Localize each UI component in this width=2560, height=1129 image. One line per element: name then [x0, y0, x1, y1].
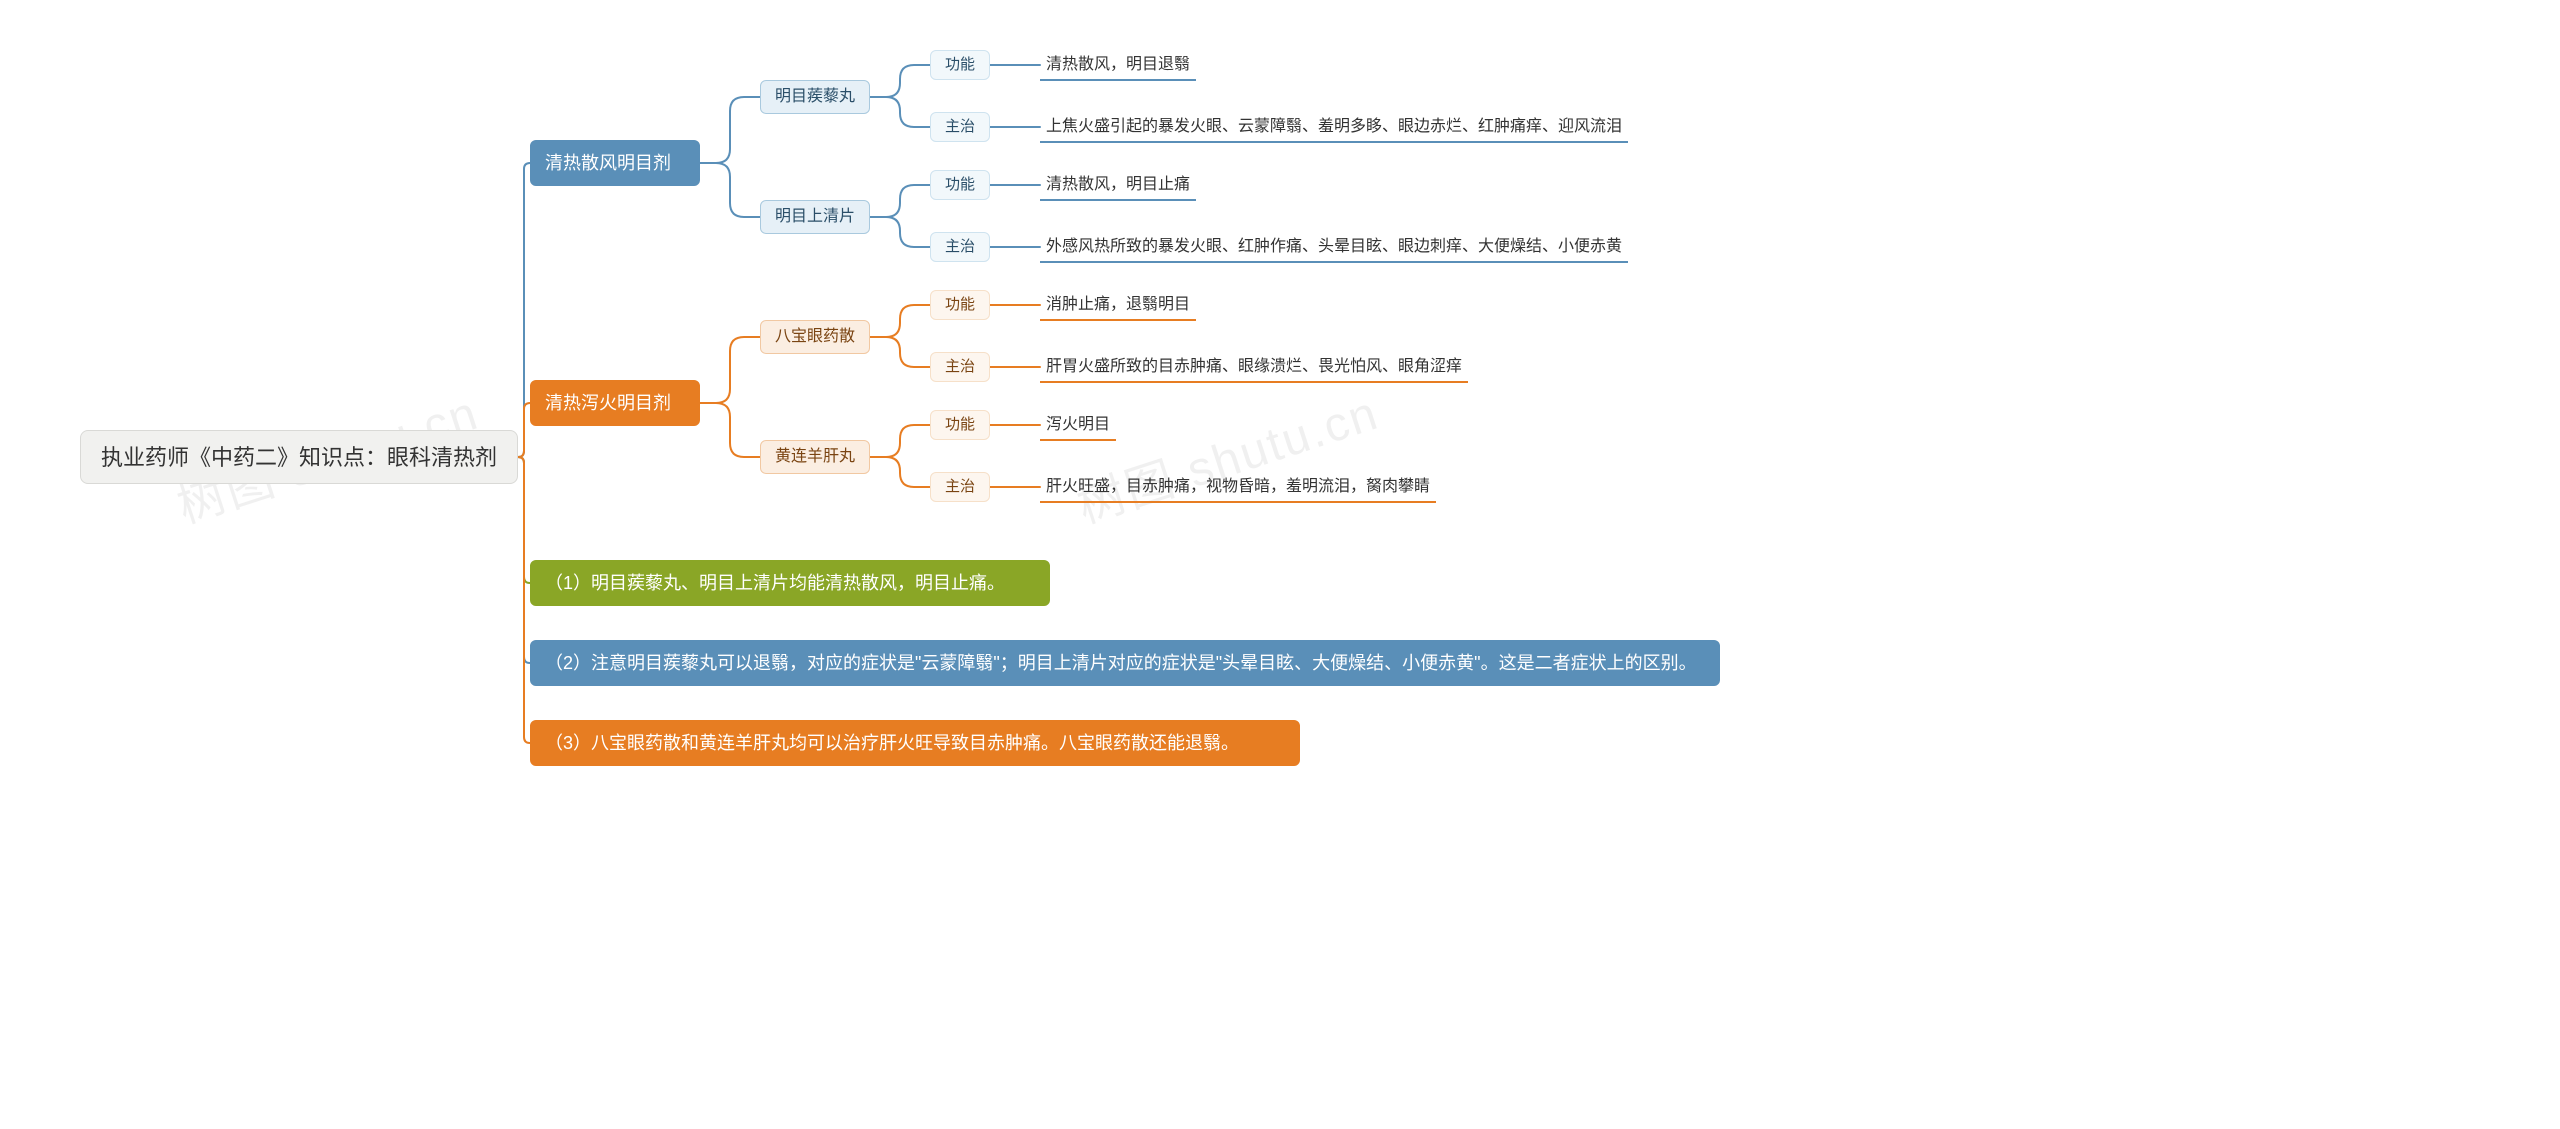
node-b1c1a[interactable]: 功能: [930, 50, 990, 80]
branch-b3[interactable]: （1）明目蒺藜丸、明目上清片均能清热散风，明目止痛。: [530, 560, 1050, 606]
node-b2c1b[interactable]: 主治: [930, 352, 990, 382]
leaf-b1c2bL: 外感风热所致的暴发火眼、红肿作痛、头晕目眩、眼边刺痒、大便燥结、小便赤黄: [1040, 232, 1628, 262]
leaf-b2c2bL: 肝火旺盛，目赤肿痛，视物昏暗，羞明流泪，胬肉攀睛: [1040, 472, 1436, 502]
node-b1c2b[interactable]: 主治: [930, 232, 990, 262]
branch-b2[interactable]: 清热泻火明目剂: [530, 380, 700, 426]
node-b2c2b[interactable]: 主治: [930, 472, 990, 502]
leaf-b2c1aL: 消肿止痛，退翳明目: [1040, 290, 1196, 320]
mindmap-canvas: 树图 shutu.cn 树图 shutu.cn 执业药师《中药二》知识点：眼科清…: [0, 0, 2560, 1129]
node-b2c1[interactable]: 八宝眼药散: [760, 320, 870, 354]
node-b2c2[interactable]: 黄连羊肝丸: [760, 440, 870, 474]
node-b2c2a[interactable]: 功能: [930, 410, 990, 440]
connector-layer: [0, 0, 2560, 1129]
node-b1c2a[interactable]: 功能: [930, 170, 990, 200]
leaf-b2c1bL: 肝胃火盛所致的目赤肿痛、眼缘溃烂、畏光怕风、眼角涩痒: [1040, 352, 1468, 382]
leaf-b1c2aL: 清热散风，明目止痛: [1040, 170, 1196, 200]
branch-b1[interactable]: 清热散风明目剂: [530, 140, 700, 186]
root-node[interactable]: 执业药师《中药二》知识点：眼科清热剂: [80, 430, 518, 484]
node-b2c1a[interactable]: 功能: [930, 290, 990, 320]
branch-b5[interactable]: （3）八宝眼药散和黄连羊肝丸均可以治疗肝火旺导致目赤肿痛。八宝眼药散还能退翳。: [530, 720, 1300, 766]
branch-b4[interactable]: （2）注意明目蒺藜丸可以退翳，对应的症状是"云蒙障翳"；明目上清片对应的症状是"…: [530, 640, 1720, 686]
node-b1c2[interactable]: 明目上清片: [760, 200, 870, 234]
leaf-b1c1aL: 清热散风，明目退翳: [1040, 50, 1196, 80]
watermark-2: 树图 shutu.cn: [1067, 373, 1386, 536]
node-b1c1[interactable]: 明目蒺藜丸: [760, 80, 870, 114]
leaf-b2c2aL: 泻火明目: [1040, 410, 1116, 440]
leaf-b1c1bL: 上焦火盛引起的暴发火眼、云蒙障翳、羞明多眵、眼边赤烂、红肿痛痒、迎风流泪: [1040, 112, 1628, 142]
node-b1c1b[interactable]: 主治: [930, 112, 990, 142]
